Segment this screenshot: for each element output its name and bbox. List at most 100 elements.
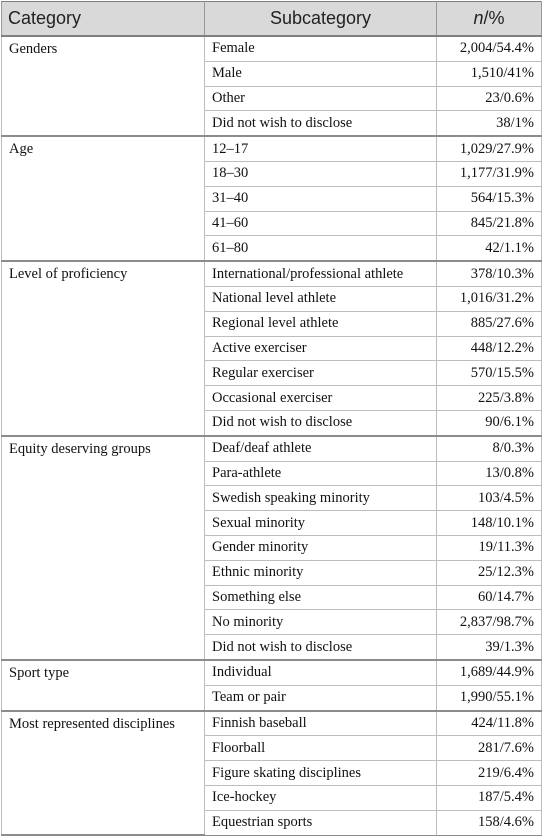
subcategory-cell: No minority — [204, 609, 437, 636]
value-cell: 1,177/31.9% — [436, 160, 542, 187]
value-cell: 1,510/41% — [436, 60, 542, 87]
table-row: Equity deserving groups Deaf/deaf athlete… — [1, 435, 542, 661]
category-cell: Most represented disciplines — [1, 710, 205, 836]
value-cell: 570/15.5% — [436, 360, 542, 387]
header-row: Category Subcategory n/% — [1, 1, 542, 37]
table-row: Regional level athlete 885/27.6% — [2, 310, 542, 337]
subcategory-cell: Floorball — [204, 735, 437, 762]
subcategory-cell: Individual — [204, 659, 437, 686]
value-cell: 13/0.8% — [436, 460, 542, 487]
subcategory-cell: Swedish speaking minority — [204, 485, 437, 512]
value-cell: 1,029/27.9% — [436, 135, 542, 162]
subcategory-cell: Team or pair — [204, 684, 437, 712]
subcategory-cell: Ice-hockey — [204, 784, 437, 811]
table-row: Genders Female 2,004/54.4% — [1, 35, 542, 138]
value-cell: 148/10.1% — [436, 510, 542, 536]
table-row: National level athlete 1,016/31.2% — [2, 285, 542, 312]
table-row: Ethnic minority 25/12.3% — [2, 559, 542, 586]
value-cell: 158/4.6% — [436, 809, 542, 836]
header-n-label: n — [473, 8, 484, 28]
table-row: Equestrian sports 158/4.6% — [2, 809, 542, 836]
subcategory-cell: National level athlete — [204, 285, 437, 312]
subcategory-cell: Female — [204, 35, 437, 62]
category-cell: Genders — [1, 35, 205, 138]
table-row: No minority 2,837/98.7% — [2, 609, 542, 636]
subcategory-cell: Sexual minority — [204, 510, 437, 536]
table-row: Sport type Individual 1,689/44.9% — [1, 659, 542, 712]
value-cell: 60/14.7% — [436, 584, 542, 611]
value-cell: 2,004/54.4% — [436, 35, 542, 62]
table-row: Level of proficiency International/profes… — [1, 260, 542, 437]
table-row: Age 12–17 1,029/27.9% — [1, 135, 542, 263]
subcategory-cell: Regular exerciser — [204, 360, 437, 387]
subcategory-cell: Active exerciser — [204, 335, 437, 362]
table-row: Did not wish to disclose 38/1% — [2, 110, 542, 138]
subcategory-cell: 12–17 — [204, 135, 437, 162]
value-cell: 448/12.2% — [436, 335, 542, 362]
value-cell: 19/11.3% — [436, 534, 542, 561]
subcategory-cell: 41–60 — [204, 210, 437, 237]
value-cell: 2,837/98.7% — [436, 609, 542, 636]
table-row: Did not wish to disclose 90/6.1% — [2, 409, 542, 437]
value-cell: 225/3.8% — [436, 385, 542, 411]
subcategory-cell: Regional level athlete — [204, 310, 437, 337]
table-row: 31–40 564/15.3% — [2, 185, 542, 212]
subcategory-cell: Equestrian sports — [204, 809, 437, 836]
table-row: 18–30 1,177/31.9% — [2, 160, 542, 187]
table-body: Genders Female 2,004/54.4% Male 1,510/41% Oth… — [1, 35, 542, 836]
value-cell: 281/7.6% — [436, 735, 542, 762]
table-row: Occasional exerciser 225/3.8% — [2, 385, 542, 411]
value-cell: 564/15.3% — [436, 185, 542, 212]
header-percent-label: /% — [483, 8, 505, 28]
subcategory-cell: 31–40 — [204, 185, 437, 212]
value-cell: 424/11.8% — [436, 710, 542, 737]
subcategory-cell: International/professional athlete — [204, 260, 437, 287]
value-cell: 103/4.5% — [436, 485, 542, 512]
table-row: Did not wish to disclose 39/1.3% — [2, 634, 542, 661]
value-cell: 23/0.6% — [436, 85, 542, 112]
value-cell: 1,016/31.2% — [436, 285, 542, 312]
subcategory-cell: Gender minority — [204, 534, 437, 561]
table-header: Category Subcategory n/% — [1, 1, 542, 37]
subcategory-cell: Figure skating disciplines — [204, 760, 437, 786]
table-row: Para-athlete 13/0.8% — [2, 460, 542, 487]
header-n-percent: n/% — [436, 1, 542, 37]
table-row: Figure skating disciplines 219/6.4% — [2, 760, 542, 786]
subcategory-cell: Male — [204, 60, 437, 87]
table-row: Swedish speaking minority 103/4.5% — [2, 485, 542, 512]
table-row: Team or pair 1,990/55.1% — [2, 684, 542, 712]
value-cell: 39/1.3% — [436, 634, 542, 661]
table-row: Male 1,510/41% — [2, 60, 542, 87]
category-cell: Equity deserving groups — [1, 435, 205, 661]
value-cell: 8/0.3% — [436, 435, 542, 462]
value-cell: 219/6.4% — [436, 760, 542, 786]
table-row: Regular exerciser 570/15.5% — [2, 360, 542, 387]
value-cell: 25/12.3% — [436, 559, 542, 586]
table-row: Gender minority 19/11.3% — [2, 534, 542, 561]
value-cell: 1,990/55.1% — [436, 684, 542, 712]
subcategory-cell: Did not wish to disclose — [204, 110, 437, 138]
subcategory-cell: Other — [204, 85, 437, 112]
table-row: 41–60 845/21.8% — [2, 210, 542, 237]
category-cell: Level of proficiency — [1, 260, 205, 437]
header-subcategory: Subcategory — [204, 1, 437, 37]
table-row: Floorball 281/7.6% — [2, 735, 542, 762]
value-cell: 187/5.4% — [436, 784, 542, 811]
table-row: 61–80 42/1.1% — [2, 235, 542, 263]
subcategory-cell: Something else — [204, 584, 437, 611]
table-row: Sexual minority 148/10.1% — [2, 510, 542, 536]
subcategory-cell: Did not wish to disclose — [204, 634, 437, 661]
subcategory-cell: 61–80 — [204, 235, 437, 263]
value-cell: 1,689/44.9% — [436, 659, 542, 686]
subcategory-cell: Occasional exerciser — [204, 385, 437, 411]
subcategory-cell: Finnish baseball — [204, 710, 437, 737]
subcategory-cell: 18–30 — [204, 160, 437, 187]
value-cell: 38/1% — [436, 110, 542, 138]
value-cell: 42/1.1% — [436, 235, 542, 263]
table-row: Something else 60/14.7% — [2, 584, 542, 611]
subcategory-cell: Para-athlete — [204, 460, 437, 487]
header-category: Category — [1, 1, 205, 37]
category-cell: Age — [1, 135, 205, 263]
table-row: Ice-hockey 187/5.4% — [2, 784, 542, 811]
